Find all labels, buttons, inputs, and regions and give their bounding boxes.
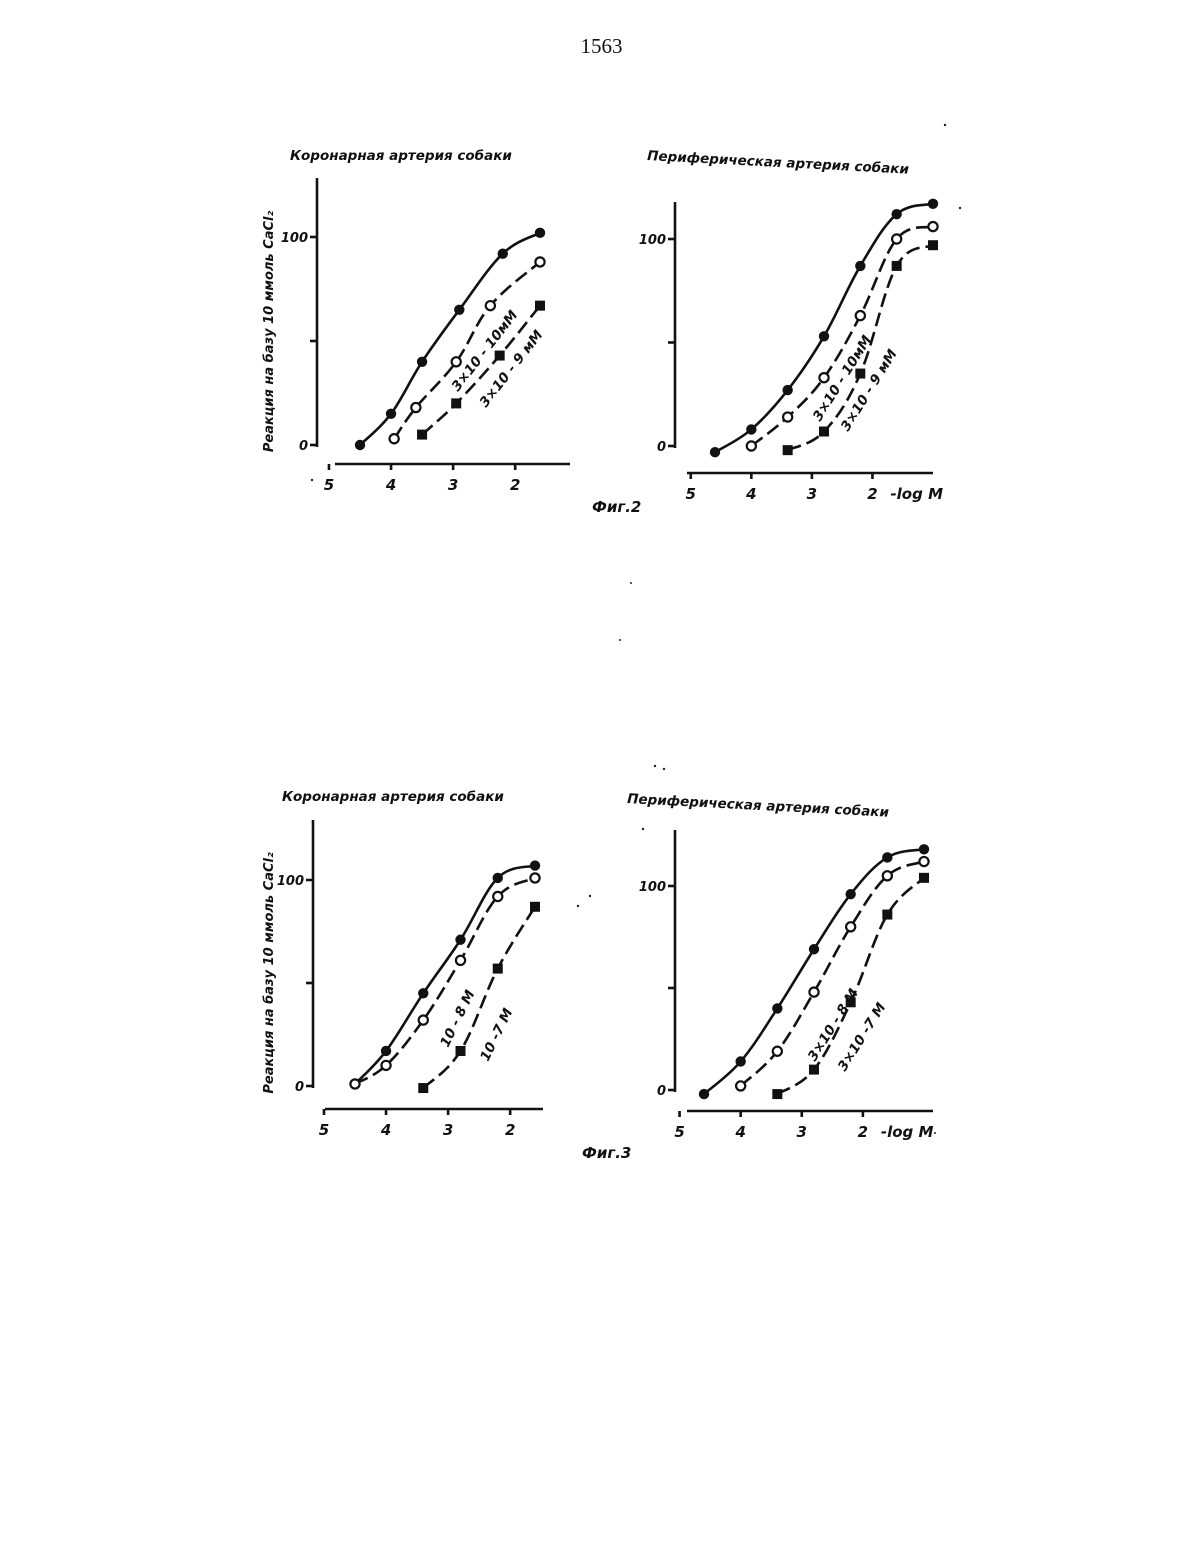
scan-noise xyxy=(0,0,1203,1556)
document-page: 1563 Коронарная артерия собакиРеакция на… xyxy=(0,0,1203,1556)
